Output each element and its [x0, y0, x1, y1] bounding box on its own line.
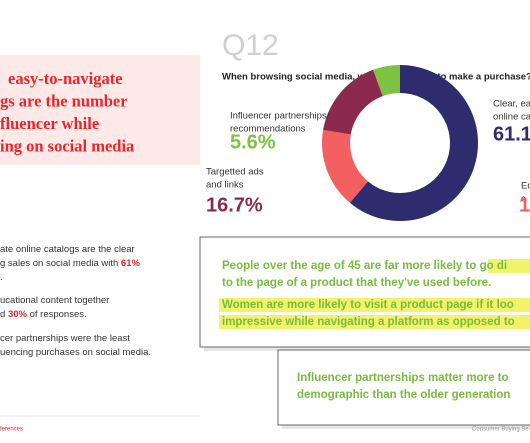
bullet-text: d: [0, 309, 8, 320]
headline-line: gs are the number: [0, 91, 128, 110]
callout-line: to the page of a product that they've us…: [222, 277, 491, 289]
bullet-text: cer partnerships were the least: [0, 333, 130, 344]
callout-line: demographic than the older generation: [297, 389, 510, 401]
donut-segment: [373, 65, 400, 97]
value-label: 1: [519, 194, 530, 216]
category-label: and links: [206, 180, 244, 191]
category-label: recommendations: [230, 124, 306, 135]
callout-line: impressive while navigating a platform a…: [222, 316, 515, 328]
bullet-text: ate online catalogs are the clear: [0, 244, 135, 255]
category-label: Clear, ea: [493, 99, 530, 110]
bullet-text: ucational content together: [0, 295, 109, 306]
callout-box: [199, 236, 530, 348]
category-label: Targetted ads: [206, 167, 264, 178]
bullet-line: g sales on social media with 61%: [0, 258, 140, 269]
bullet-text: g sales on social media with: [0, 258, 121, 269]
bullet-text: 61%: [121, 258, 141, 269]
chart-title: Q12: [222, 29, 279, 62]
highlight: [219, 298, 530, 312]
bullet-line: uencing purchases on social media.: [0, 347, 151, 358]
callout-line: People over the age of 45 are far more l…: [222, 260, 507, 272]
category-label: online ca: [493, 112, 530, 123]
highlight: [488, 259, 530, 273]
donut-segment: [349, 65, 479, 222]
value-label: 16.7%: [206, 194, 263, 216]
bullet-text: of responses.: [27, 309, 87, 320]
donut-segment: [322, 129, 368, 203]
footer-right: Consumer Buying Be: [472, 427, 529, 433]
bullet-line: cer partnerships were the least: [0, 333, 130, 344]
headline-box: [0, 55, 200, 165]
callout-line: Influencer partnerships matter more to: [297, 372, 509, 384]
callout-box: [277, 349, 530, 426]
value-label: 61.1: [493, 123, 530, 145]
callout-line: Women are more likely to visit a product…: [222, 299, 514, 311]
footer-left: ferences: [0, 427, 23, 433]
category-label: Ed: [521, 181, 530, 192]
bullet-line: .: [0, 272, 3, 283]
highlight: [219, 315, 530, 329]
headline-line: fluencer while: [0, 114, 99, 133]
category-label: c: [521, 194, 526, 205]
bullet-line: ate online catalogs are the clear: [0, 244, 135, 255]
bullet-text: .: [0, 272, 3, 283]
bullet-line: d 30% of responses.: [0, 309, 87, 320]
headline-line: ing on social media: [0, 136, 134, 155]
bullet-text: 30%: [8, 309, 28, 320]
donut: [322, 65, 479, 222]
category-label: Influencer partnerships/: [230, 111, 330, 122]
donut-segment: [323, 69, 383, 135]
bullet-text: uencing purchases on social media.: [0, 347, 151, 358]
value-label: 5.6%: [230, 131, 276, 153]
headline-line: easy-to-navigate: [8, 69, 123, 88]
bullet-line: ucational content together: [0, 295, 109, 306]
